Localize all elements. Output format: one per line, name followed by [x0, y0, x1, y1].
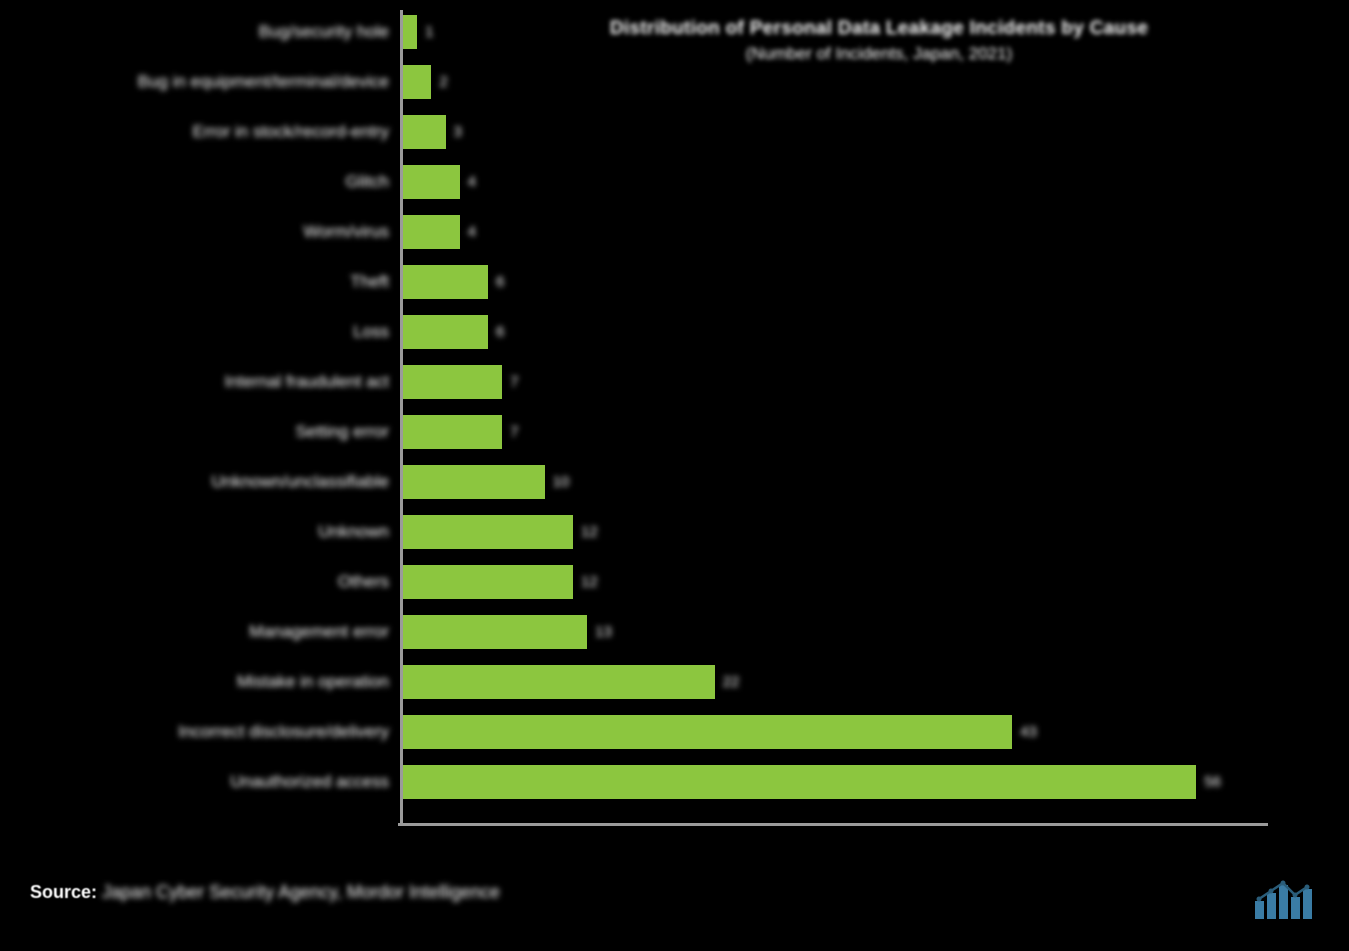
category-label: Setting error — [9, 422, 389, 442]
bar-row: Unauthorized access 56 — [0, 765, 1349, 799]
value-label: 12 — [581, 524, 598, 541]
bar — [403, 765, 1196, 799]
bar-row: Setting error 7 — [0, 415, 1349, 449]
bar — [403, 715, 1012, 749]
bar — [403, 615, 587, 649]
mordor-logo-icon — [1249, 871, 1319, 926]
bar-row: Error in stock/record-entry 3 — [0, 115, 1349, 149]
bar-row: Others 12 — [0, 565, 1349, 599]
value-label: 4 — [468, 174, 476, 191]
bar — [403, 665, 715, 699]
value-label: 1 — [425, 24, 433, 41]
bar — [403, 215, 460, 249]
bar — [403, 65, 431, 99]
bar — [403, 365, 502, 399]
value-label: 10 — [553, 474, 570, 491]
category-label: Worm/virus — [9, 222, 389, 242]
value-label: 56 — [1204, 774, 1221, 791]
value-label: 2 — [439, 74, 447, 91]
category-label: Others — [9, 572, 389, 592]
bar — [403, 15, 417, 49]
category-label: Mistake in operation — [9, 672, 389, 692]
bar-row: Theft 6 — [0, 265, 1349, 299]
category-label: Glitch — [9, 172, 389, 192]
chart-container: Distribution of Personal Data Leakage In… — [0, 0, 1349, 840]
category-label: Loss — [9, 322, 389, 342]
category-label: Management error — [9, 622, 389, 642]
value-label: 43 — [1020, 724, 1037, 741]
bar-row: Unknown/unclassifiable 10 — [0, 465, 1349, 499]
category-label: Theft — [9, 272, 389, 292]
category-label: Bug in equipment/terminal/device — [9, 72, 389, 92]
bar — [403, 265, 488, 299]
source-text: Japan Cyber Security Agency, Mordor Inte… — [97, 882, 500, 902]
bar — [403, 165, 460, 199]
category-label: Incorrect disclosure/delivery — [9, 722, 389, 742]
value-label: 6 — [496, 274, 504, 291]
value-label: 3 — [454, 124, 462, 141]
category-label: Internal fraudulent act — [9, 372, 389, 392]
bar — [403, 115, 446, 149]
bar-row: Mistake in operation 22 — [0, 665, 1349, 699]
value-label: 12 — [581, 574, 598, 591]
bar — [403, 565, 573, 599]
value-label: 22 — [723, 674, 740, 691]
value-label: 6 — [496, 324, 504, 341]
bar-row: Bug in equipment/terminal/device 2 — [0, 65, 1349, 99]
x-axis — [398, 823, 1268, 826]
value-label: 7 — [510, 374, 518, 391]
bar-row: Worm/virus 4 — [0, 215, 1349, 249]
bar-row: Internal fraudulent act 7 — [0, 365, 1349, 399]
category-label: Unknown — [9, 522, 389, 542]
category-label: Error in stock/record-entry — [9, 122, 389, 142]
bar-row: Management error 13 — [0, 615, 1349, 649]
value-label: 7 — [510, 424, 518, 441]
source-prefix: Source: — [30, 882, 97, 902]
bar — [403, 515, 573, 549]
bar-row: Loss 6 — [0, 315, 1349, 349]
category-label: Unknown/unclassifiable — [9, 472, 389, 492]
bar — [403, 315, 488, 349]
value-label: 13 — [595, 624, 612, 641]
bar-row: Bug/security hole 1 — [0, 15, 1349, 49]
bar — [403, 415, 502, 449]
category-label: Unauthorized access — [9, 772, 389, 792]
value-label: 4 — [468, 224, 476, 241]
source-citation: Source: Japan Cyber Security Agency, Mor… — [30, 882, 500, 903]
bar-row: Glitch 4 — [0, 165, 1349, 199]
category-label: Bug/security hole — [9, 22, 389, 42]
plot-area: Bug/security hole 1 Bug in equipment/termi… — [0, 5, 1349, 830]
bar-row: Incorrect disclosure/delivery 43 — [0, 715, 1349, 749]
bar — [403, 465, 545, 499]
bar-row: Unknown 12 — [0, 515, 1349, 549]
